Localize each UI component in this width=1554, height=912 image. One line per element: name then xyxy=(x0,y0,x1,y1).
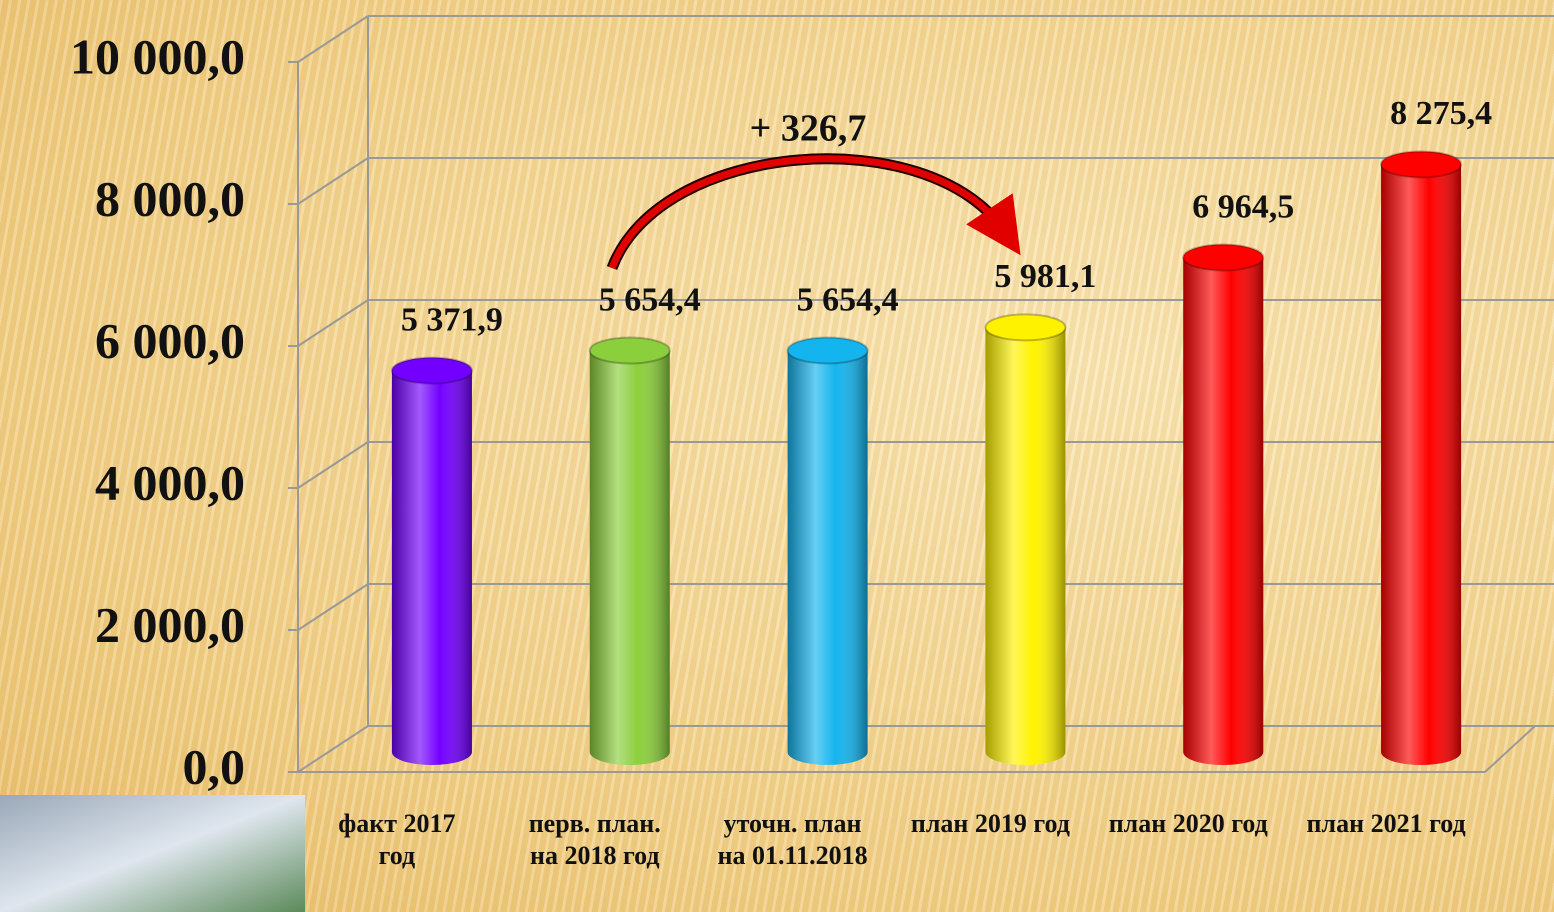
bar-top xyxy=(786,336,869,365)
bar-top xyxy=(1380,150,1463,179)
arrow-shadow xyxy=(606,153,1010,270)
x-tick-label: план 2019 год xyxy=(910,809,1070,838)
grid-line xyxy=(297,583,369,631)
arrow xyxy=(608,155,1021,270)
bar-shading xyxy=(1381,164,1462,766)
grid-line xyxy=(297,441,369,489)
value-label: 5 654,4 xyxy=(599,281,701,318)
y-tick-label: 10 000,0 xyxy=(70,28,245,84)
bar-top xyxy=(588,336,671,365)
value-label: 5 981,1 xyxy=(994,258,1096,295)
y-tick-label: 8 000,0 xyxy=(95,170,245,226)
annotation: + 326,7 xyxy=(750,108,867,150)
bar-shading xyxy=(391,370,472,766)
y-tick-label: 2 000,0 xyxy=(95,596,245,652)
bar-top xyxy=(390,356,473,385)
y-tick-label: 6 000,0 xyxy=(95,312,245,368)
floor-edge xyxy=(1484,725,1536,773)
x-tick-label: план 2020 год xyxy=(1108,809,1268,838)
x-tick-label: перв. план. на 2018 год xyxy=(528,809,661,870)
bar-top xyxy=(984,313,1067,342)
grid-line xyxy=(297,299,369,347)
value-label: 8 275,4 xyxy=(1390,95,1492,132)
x-tick-label: факт 2017 год xyxy=(338,809,456,870)
grid-line xyxy=(297,725,369,773)
x-tick-label: план 2021 год xyxy=(1306,809,1466,838)
y-tick-label: 0,0 xyxy=(183,738,246,794)
bar-top xyxy=(1182,243,1265,272)
value-label: 6 964,5 xyxy=(1192,188,1294,225)
x-tick-label: уточн. план на 01.11.2018 xyxy=(717,809,868,870)
value-label: 5 654,4 xyxy=(797,281,899,318)
bar-shading xyxy=(589,350,670,765)
bar-shading xyxy=(787,350,868,766)
grid-line xyxy=(297,15,369,63)
grid-line xyxy=(297,157,369,205)
bar-shading xyxy=(985,327,1066,765)
y-tick-label: 4 000,0 xyxy=(95,454,245,510)
value-label: 5 371,9 xyxy=(401,301,503,338)
photo xyxy=(0,795,305,912)
bar-shading xyxy=(1183,257,1264,766)
